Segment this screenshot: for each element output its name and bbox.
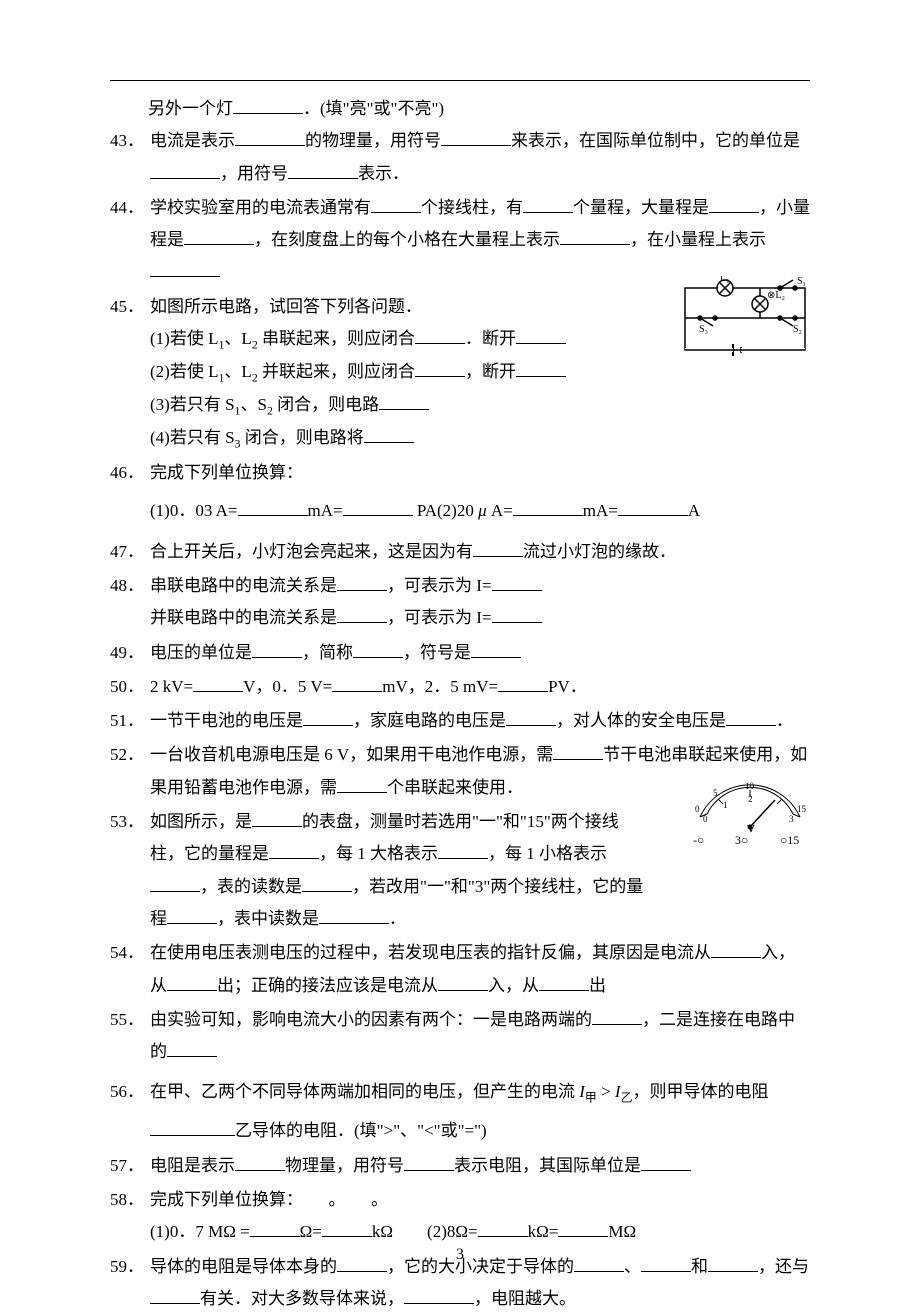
label-L1: L₁	[720, 276, 730, 284]
svg-text:10: 10	[745, 782, 755, 791]
q-body: 电流是表示的物理量，用符号来表示，在国际单位制中，它的单位是，用符号表示．	[150, 125, 810, 190]
q-body: 导体的电阻是导体本身的，它的大小决定于导体的、和，还与有关．对大多数导体来说，，…	[150, 1251, 810, 1315]
q-num: 50．	[110, 671, 150, 703]
q-num: 43．	[110, 125, 150, 190]
top-rule	[110, 80, 810, 81]
q-num: 44．	[110, 192, 150, 289]
q-num: 53．	[110, 806, 150, 935]
q46-stem: 完成下列单位换算：	[150, 463, 303, 482]
voltmeter-diagram: 0 5 10 15 0 1 2 3 V -○ 3○ ○15	[685, 782, 815, 850]
q46-sub1: (1)0．03 A=mA= PA(2)20 μ A=mA=A	[150, 501, 700, 520]
q-body: 如图所示，是的表盘，测量时若选用"一"和"15"两个接线柱，它的量程是，每 1 …	[150, 806, 650, 935]
q-num: 56．	[110, 1076, 150, 1147]
q-num: 54．	[110, 937, 150, 1002]
label-L2: ⊗L₂	[767, 290, 785, 301]
q-num: 52．	[110, 739, 150, 804]
q45-sub4: (4)若只有 S3 闭合，则电路将	[150, 428, 414, 447]
question-51: 51． 一节干电池的电压是，家庭电路的电压是，对人体的安全电压是．	[110, 705, 810, 737]
q45-stem: 如图所示电路，试回答下列各问题．	[150, 297, 422, 316]
question-54: 54． 在使用电压表测电压的过程中，若发现电压表的指针反偏，其原因是电流从入，从…	[110, 937, 810, 1002]
q-num: 47．	[110, 536, 150, 568]
q-body: 电阻是表示物理量，用符号表示电阻，其国际单位是	[150, 1150, 810, 1182]
terminal-15: ○15	[780, 833, 799, 847]
q-body: 电压的单位是，简称，符号是	[150, 637, 810, 669]
question-46: 46． 完成下列单位换算： (1)0．03 A=mA= PA(2)20 μ A=…	[110, 457, 810, 528]
q-num: 46．	[110, 457, 150, 528]
q-num: 49．	[110, 637, 150, 669]
q-body: 一节干电池的电压是，家庭电路的电压是，对人体的安全电压是．	[150, 705, 810, 737]
q45-sub2: (2)若使 L1、L2 并联起来，则应闭合，断开	[150, 362, 566, 381]
q-num: 45．	[110, 291, 150, 455]
question-48: 48． 串联电路中的电流关系是，可表示为 I= 并联电路中的电流关系是，可表示为…	[110, 570, 810, 635]
question-50: 50． 2 kV=V，0．5 V=mV，2．5 mV=PV．	[110, 671, 810, 703]
svg-text:0: 0	[703, 814, 708, 824]
question-57: 57． 电阻是表示物理量，用符号表示电阻，其国际单位是	[110, 1150, 810, 1182]
svg-text:3: 3	[789, 814, 794, 824]
q-body: 完成下列单位换算： (1)0．03 A=mA= PA(2)20 μ A=mA=A	[150, 457, 810, 528]
q-body: 合上开关后，小灯泡会亮起来，这是因为有流过小灯泡的缘故．	[150, 536, 810, 568]
question-47: 47． 合上开关后，小灯泡会亮起来，这是因为有流过小灯泡的缘故．	[110, 536, 810, 568]
q-body: 2 kV=V，0．5 V=mV，2．5 mV=PV．	[150, 671, 810, 703]
question-44: 44． 学校实验室用的电流表通常有个接线柱，有个量程，大量程是，小量程是，在刻度…	[110, 192, 810, 289]
q-body: 如图所示电路，试回答下列各问题． (1)若使 L1、L2 串联起来，则应闭合．断…	[150, 291, 640, 455]
label-S3: S₃	[699, 324, 708, 335]
q-body: 由实验可知，影响电流大小的因素有两个：一是电路两端的，二是连接在电路中的	[150, 1004, 810, 1069]
q-num: 59．	[110, 1251, 150, 1315]
q-num: 48．	[110, 570, 150, 635]
q-body: 在使用电压表测电压的过程中，若发现电压表的指针反偏，其原因是电流从入，从出；正确…	[150, 937, 810, 1002]
continuation-line: 另外一个灯．(填"亮"或"不亮")	[110, 93, 810, 125]
svg-text:0: 0	[695, 804, 700, 814]
question-55: 55． 由实验可知，影响电流大小的因素有两个：一是电路两端的，二是连接在电路中的	[110, 1004, 810, 1069]
question-56: 56． 在甲、乙两个不同导体两端加相同的电压，但产生的电流 I甲 > I乙，则甲…	[110, 1076, 810, 1147]
q-num: 58．	[110, 1184, 150, 1249]
svg-text:15: 15	[797, 804, 807, 814]
q-body: 在甲、乙两个不同导体两端加相同的电压，但产生的电流 I甲 > I乙，则甲导体的电…	[150, 1076, 810, 1147]
label-S1: S₁	[797, 276, 806, 287]
label-S2: S₂	[793, 324, 802, 335]
q-num: 57．	[110, 1150, 150, 1182]
q-num: 55．	[110, 1004, 150, 1069]
circuit-diagram: L₁ ⊗L₂ S₁ S₂ S₃	[675, 276, 815, 366]
svg-text:5: 5	[713, 788, 718, 798]
q45-sub1: (1)若使 L1、L2 串联起来，则应闭合．断开	[150, 329, 566, 348]
question-43: 43． 电流是表示的物理量，用符号来表示，在国际单位制中，它的单位是，用符号表示…	[110, 125, 810, 190]
q45-sub3: (3)若只有 S1、S2 闭合，则电路	[150, 395, 429, 414]
q-body: 学校实验室用的电流表通常有个接线柱，有个量程，大量程是，小量程是，在刻度盘上的每…	[150, 192, 810, 289]
terminal-3: 3○	[735, 833, 748, 847]
question-49: 49． 电压的单位是，简称，符号是	[110, 637, 810, 669]
q-body: 串联电路中的电流关系是，可表示为 I= 并联电路中的电流关系是，可表示为 I=	[150, 570, 810, 635]
page-number: 3	[456, 1240, 464, 1270]
terminal-neg: -○	[693, 833, 704, 847]
q-body: 完成下列单位换算： 。 。 (1)0．7 MΩ =Ω=kΩ (2)8Ω=kΩ=M…	[150, 1184, 810, 1249]
svg-text:2: 2	[748, 794, 753, 804]
q-num: 51．	[110, 705, 150, 737]
svg-text:1: 1	[723, 800, 728, 810]
